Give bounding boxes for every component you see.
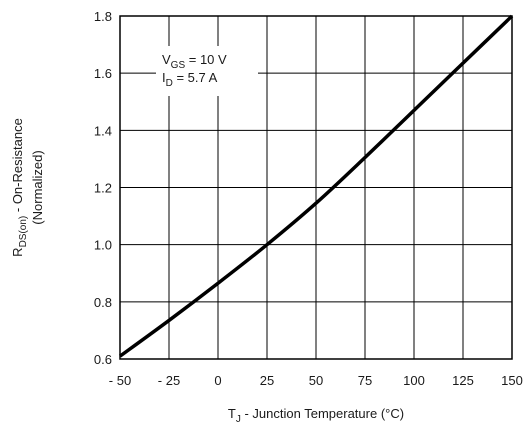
y-axis-label-line1: RDS(on) - On-Resistance [10, 118, 29, 257]
y-tick-label: 1.2 [94, 181, 112, 196]
series-layer [118, 14, 514, 358]
annotation-vgs-value: = 10 V [185, 52, 227, 67]
y-tick-label: 0.8 [94, 295, 112, 310]
y-tick-label: 1.0 [94, 238, 112, 253]
plot-frame [119, 15, 513, 360]
annotation-id-symbol: I [162, 70, 166, 85]
y-tick-label: 1.6 [94, 66, 112, 81]
annotation-id-value: = 5.7 A [173, 70, 218, 85]
x-tick-label: - 50 [109, 373, 131, 388]
x-tick-label: 100 [403, 373, 425, 388]
annotation-vgs-subscript: GS [171, 60, 186, 71]
y-axis-label-text: - On-Resistance [10, 118, 25, 216]
x-tick-label: 25 [260, 373, 274, 388]
x-tick-label: 125 [452, 373, 474, 388]
x-axis-label-symbol: T [228, 406, 236, 421]
y-tick-label: 1.8 [94, 9, 112, 24]
x-tick-label: 0 [214, 373, 221, 388]
x-tick-labels: - 50 - 25 0 25 50 75 100 125 150 [109, 373, 523, 388]
x-tick-label: 75 [358, 373, 372, 388]
annotation-vgs: VGS = 10 V [162, 52, 227, 71]
annotation-background [156, 46, 258, 96]
annotation-vgs-symbol: V [162, 52, 171, 67]
annotation-id-subscript: D [166, 78, 173, 89]
x-axis-label: TJ - Junction Temperature (°C) [228, 406, 404, 425]
y-axis-label-subscript: DS(on) [18, 216, 29, 248]
x-tick-label: 150 [501, 373, 523, 388]
x-axis-label-text: - Junction Temperature (°C) [241, 406, 404, 421]
y-axis-label-symbol: R [10, 247, 25, 256]
series-line [118, 14, 514, 358]
y-tick-labels: 0.6 0.8 1.0 1.2 1.4 1.6 1.8 [94, 9, 112, 367]
x-tick-label: 50 [309, 373, 323, 388]
x-axis-label-subscript: J [236, 414, 241, 425]
y-tick-label: 0.6 [94, 352, 112, 367]
x-tick-label: - 25 [158, 373, 180, 388]
y-axis-label: RDS(on) - On-Resistance (Normalized) [10, 118, 45, 257]
y-axis-label-line2: (Normalized) [30, 150, 45, 224]
y-tick-label: 1.4 [94, 123, 112, 138]
annotation-id: ID = 5.7 A [162, 70, 218, 89]
